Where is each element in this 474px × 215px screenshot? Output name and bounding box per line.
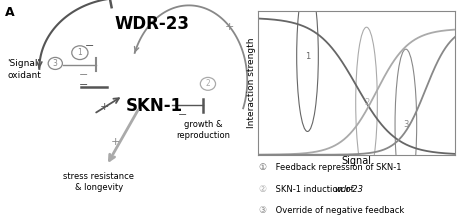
Text: 3: 3 [53, 59, 58, 68]
Text: stress resistance
& longevity: stress resistance & longevity [64, 172, 135, 192]
Text: Feedback repression of SKN-1: Feedback repression of SKN-1 [273, 163, 401, 172]
Text: +: + [111, 137, 120, 147]
X-axis label: Signal: Signal [342, 156, 372, 166]
Text: wdr-23: wdr-23 [334, 185, 363, 194]
Text: ①: ① [258, 163, 266, 172]
Text: 2: 2 [364, 98, 369, 107]
Text: 'Signal': 'Signal' [8, 59, 41, 68]
Text: 2: 2 [206, 79, 210, 88]
Text: ②: ② [258, 185, 266, 194]
Text: 3: 3 [403, 120, 409, 129]
Text: 1: 1 [305, 52, 310, 61]
Y-axis label: Interaction strength: Interaction strength [246, 38, 255, 128]
Text: growth &
reproduction: growth & reproduction [176, 120, 230, 140]
Text: Override of negative feedback: Override of negative feedback [273, 206, 404, 215]
Text: +: + [225, 22, 234, 32]
Text: −: − [79, 80, 88, 90]
Text: −: − [79, 70, 88, 80]
Text: −: − [85, 41, 95, 51]
Text: oxidant: oxidant [8, 71, 42, 80]
Text: SKN-1 induction of: SKN-1 induction of [273, 185, 356, 194]
Text: +: + [99, 103, 109, 112]
Text: −: − [178, 110, 187, 120]
Text: A: A [5, 6, 15, 19]
Text: SKN-1: SKN-1 [126, 97, 183, 115]
Text: WDR-23: WDR-23 [115, 15, 190, 33]
Text: 1: 1 [78, 48, 82, 57]
Text: ③: ③ [258, 206, 266, 215]
